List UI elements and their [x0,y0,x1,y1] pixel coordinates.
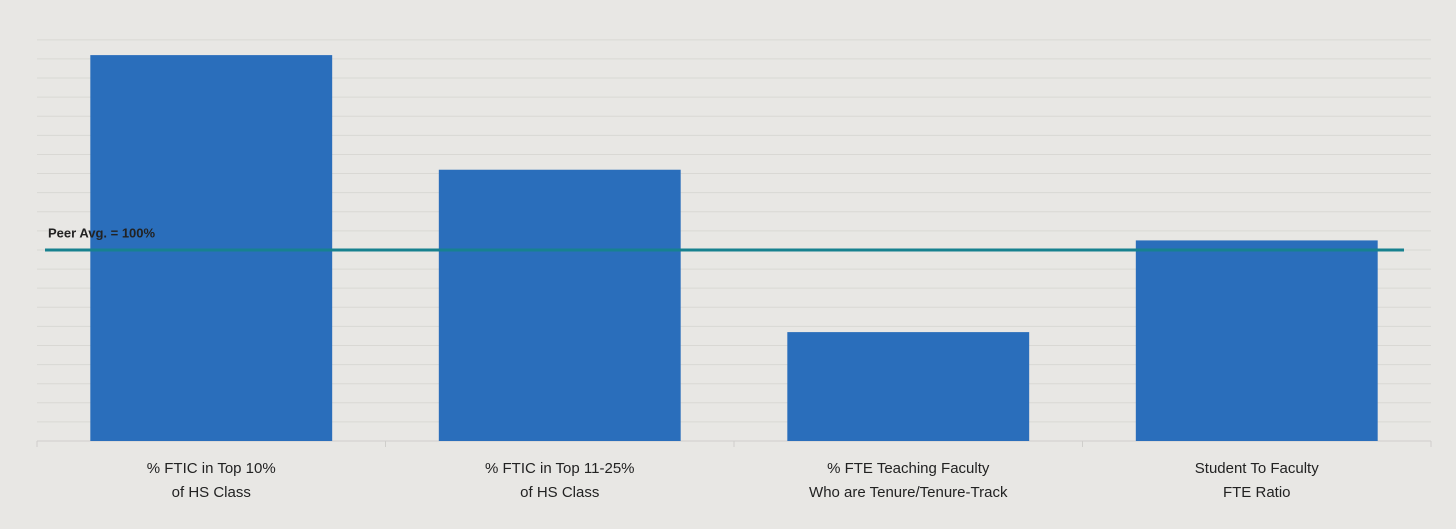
x-tick-label: Who are Tenure/Tenure-Track [809,484,1008,501]
bar [787,332,1030,441]
x-tick-label: of HS Class [172,484,251,501]
bar [438,169,681,441]
reference-label: Peer Avg. = 100% [48,225,156,240]
x-tick-label: of HS Class [520,484,599,501]
bar [1135,240,1378,441]
x-tick-label: FTE Ratio [1223,484,1291,501]
x-tick-label: Student To Faculty [1195,460,1319,477]
x-tick-label: % FTIC in Top 11-25% [485,460,635,477]
x-tick-label: % FTE Teaching Faculty [827,460,990,477]
x-tick-label: % FTIC in Top 10% [147,460,276,477]
bar [90,55,333,442]
